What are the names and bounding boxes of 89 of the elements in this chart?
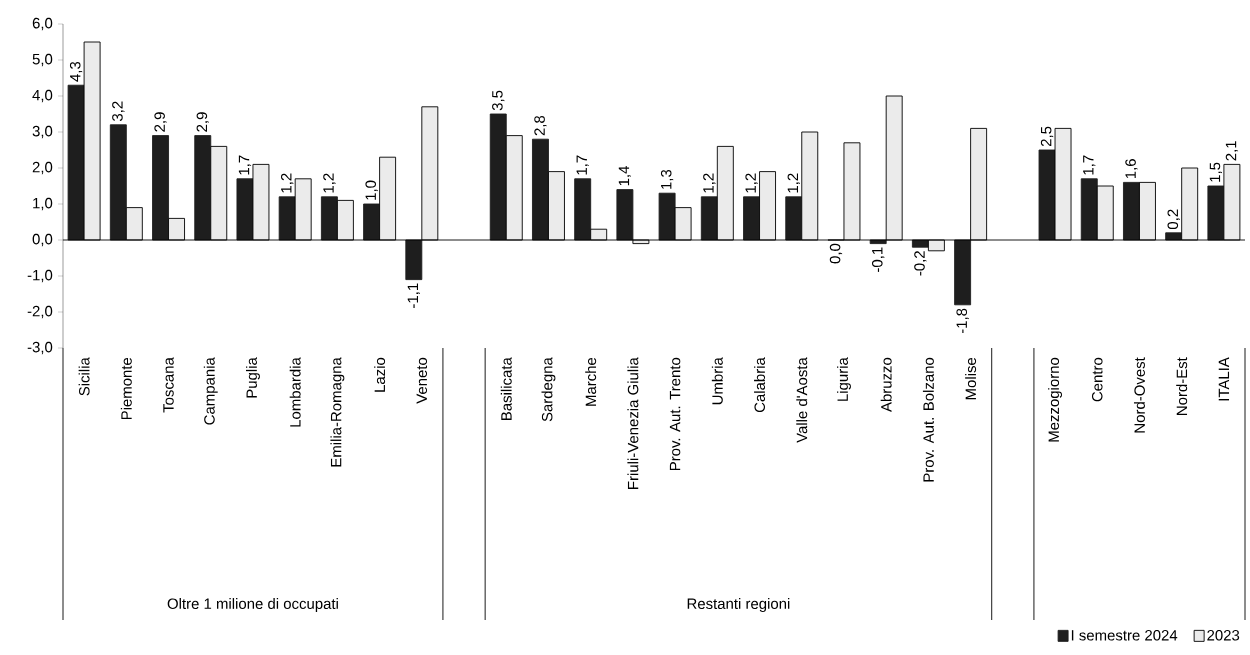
bar — [532, 138, 549, 241]
x-tick-label: Nord-Ovest — [1133, 357, 1145, 433]
bar — [320, 196, 338, 241]
data-label: 1,6 — [1125, 159, 1138, 179]
bar — [152, 135, 169, 241]
legend-label: I semestre 2024 — [1071, 630, 1178, 641]
x-tick-label: Basilicata — [500, 357, 512, 420]
x-tick-label: Toscana — [163, 357, 174, 413]
y-tick-label: 0,0 — [32, 233, 53, 247]
bar — [405, 239, 423, 281]
y-tick-label: 4,0 — [32, 89, 53, 103]
x-tick-label: Puglia — [246, 357, 260, 398]
bar — [1207, 185, 1225, 241]
x-tick-label: Sardegna — [541, 357, 556, 422]
data-label: 0,2 — [1167, 209, 1180, 230]
data-label: 4,3 — [69, 61, 83, 82]
text: Oltre 1 milione di occupati — [167, 598, 338, 612]
data-label: 2,1 — [1225, 141, 1239, 161]
data-label: 1,2 — [281, 173, 294, 193]
x-tick-label: Marche — [585, 357, 597, 406]
data-label: -0,2 — [914, 251, 927, 276]
x-tick-label: Calabria — [754, 357, 766, 413]
x-tick-label: Abruzzo — [880, 357, 892, 412]
x-tick-label: Mezzogiorno — [1048, 357, 1062, 442]
x-tick-label: Liguria — [837, 357, 851, 401]
bar — [700, 196, 718, 241]
bar — [236, 178, 254, 241]
bar — [785, 196, 803, 241]
data-label: 2,5 — [1040, 126, 1054, 147]
text: Restanti regioni — [687, 598, 790, 612]
data-label: -1,8 — [956, 308, 969, 334]
data-label: 3,2 — [112, 101, 125, 122]
bar — [363, 203, 381, 241]
x-tick-label: Veneto — [416, 357, 428, 404]
data-label: -1,1 — [407, 283, 420, 308]
y-tick-label: 2,0 — [32, 161, 53, 175]
data-label: -0,1 — [872, 247, 885, 272]
bar — [67, 84, 85, 241]
bar — [278, 196, 296, 241]
x-tick-label: Friuli-Venezia Giulia — [627, 357, 639, 489]
data-label: 1,2 — [703, 173, 716, 193]
x-tick-label: Centro — [1091, 357, 1103, 402]
bar — [1038, 149, 1056, 241]
y-tick-label: -3,0 — [27, 341, 53, 355]
bar — [574, 178, 592, 241]
y-tick-label: 1,0 — [33, 197, 53, 211]
bar — [616, 189, 634, 241]
data-label: 2,9 — [154, 112, 167, 132]
y-tick-label: -2,0 — [27, 305, 53, 319]
bar — [109, 124, 127, 241]
data-label: 1,0 — [365, 180, 378, 200]
x-tick-label: Campania — [203, 357, 218, 425]
y-tick-label: 3,0 — [32, 125, 53, 139]
data-label: 3,5 — [492, 90, 505, 111]
x-tick-label: Piemonte — [120, 357, 132, 420]
data-label: 1,5 — [1209, 162, 1222, 182]
data-label: 1,3 — [660, 169, 674, 189]
data-label: 1,7 — [576, 155, 589, 175]
x-tick-label: Molise — [965, 357, 977, 400]
data-label: 1,2 — [787, 173, 800, 193]
data-label: 1,4 — [618, 166, 631, 186]
x-tick-label: Nord-Est — [1176, 357, 1188, 415]
x-tick-label: Lombardia — [289, 357, 301, 427]
y-tick-label: 5,0 — [32, 53, 53, 67]
y-tick-label: 6,0 — [32, 17, 53, 31]
bar — [194, 135, 212, 241]
bar — [658, 192, 676, 241]
x-tick-label: Valle d'Aosta — [796, 357, 808, 443]
x-tick-label: Prov. Aut. Trento — [669, 357, 681, 471]
x-tick-label: Sicilia — [78, 357, 90, 396]
bar — [1080, 178, 1098, 241]
data-label: 1,7 — [238, 155, 252, 175]
legend-label: 2023 — [1207, 630, 1240, 641]
data-label: 2,8 — [534, 115, 547, 136]
data-label: 1,2 — [745, 173, 758, 193]
bar — [743, 196, 760, 241]
data-label: 0,0 — [829, 243, 843, 264]
x-tick-label: ITALIA — [1218, 357, 1230, 401]
bar — [489, 113, 507, 241]
x-tick-label: Lazio — [374, 357, 386, 392]
data-label: 1,7 — [1083, 155, 1096, 175]
data-label: 1,2 — [323, 173, 336, 193]
y-tick-label: -1,0 — [27, 269, 53, 283]
x-tick-label: Prov. Aut. Bolzano — [922, 357, 934, 482]
x-tick-label: Emilia-Romagna — [330, 357, 345, 467]
bar — [954, 239, 972, 306]
x-tick-label: Umbria — [711, 357, 723, 405]
data-label: 2,9 — [196, 112, 209, 132]
bar — [1123, 181, 1140, 241]
